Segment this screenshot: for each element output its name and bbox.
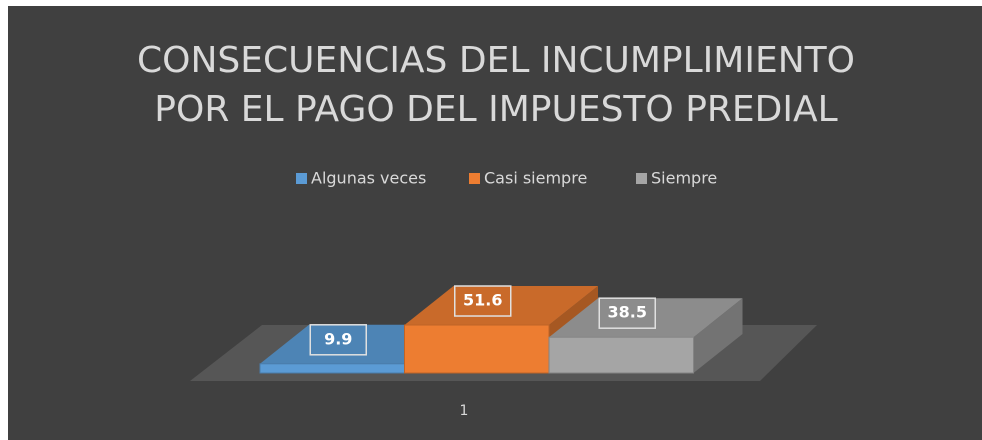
data-label-box — [454, 285, 512, 317]
legend-label: Siempre — [651, 169, 717, 188]
bar-side — [693, 298, 743, 373]
data-label: 9.9 — [324, 329, 352, 348]
bar — [259, 363, 405, 374]
legend-swatch — [469, 173, 480, 184]
data-label: 51.6 — [463, 291, 502, 310]
data-label-box — [309, 324, 367, 356]
legend-label: Algunas veces — [311, 169, 426, 188]
bar-top — [404, 286, 598, 326]
legend-swatch — [636, 173, 647, 184]
data-label: 38.5 — [608, 303, 647, 322]
chart-title: CONSECUENCIAS DEL INCUMPLIMIENTO — [137, 40, 855, 81]
bar-top — [549, 298, 743, 338]
legend-label: Casi siempre — [484, 169, 587, 188]
legend-swatch — [296, 173, 307, 184]
x-tick-label: 1 — [460, 403, 469, 419]
chart-title: POR EL PAGO DEL IMPUESTO PREDIAL — [154, 89, 837, 130]
bar — [548, 336, 694, 374]
data-label-box — [598, 297, 656, 329]
bar — [404, 324, 550, 374]
